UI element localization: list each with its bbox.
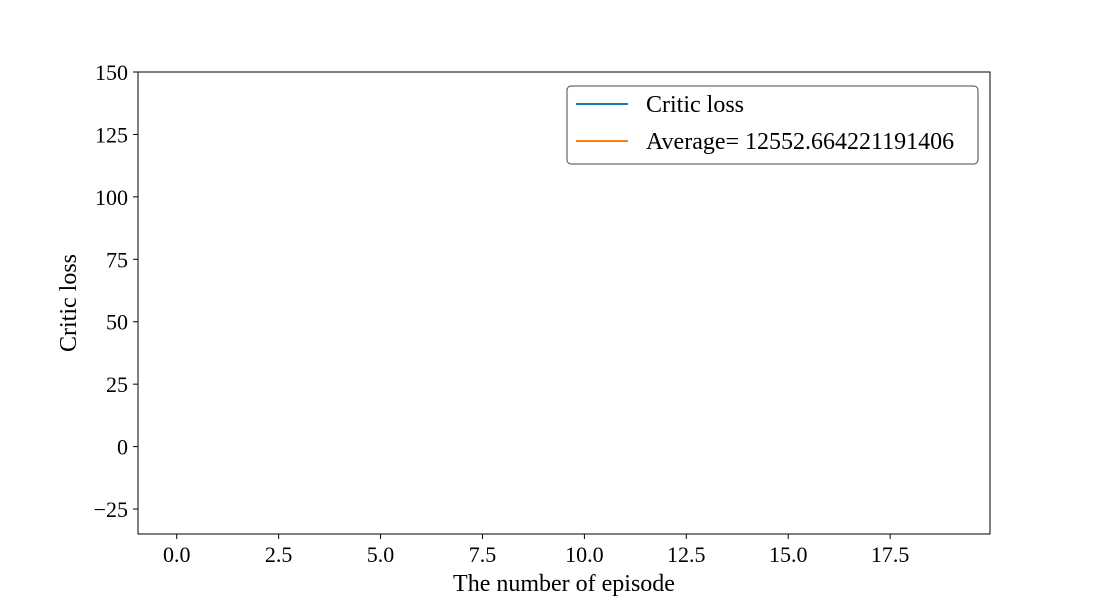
x-tick-label: 2.5 bbox=[265, 542, 293, 567]
x-tick-label: 0.0 bbox=[163, 542, 191, 567]
y-tick-label: 50 bbox=[106, 310, 128, 335]
axes-frame bbox=[137, 71, 991, 535]
y-tick-label: 75 bbox=[106, 247, 128, 272]
x-tick-label: 10.0 bbox=[565, 542, 604, 567]
y-tick-label: −25 bbox=[94, 497, 128, 522]
y-tick-label: 100 bbox=[95, 185, 128, 210]
y-axis: −25 0 25 50 75 100 125 150 bbox=[94, 60, 138, 522]
legend-frame bbox=[566, 85, 979, 165]
legend: Critic loss Average= 12552.664221191406 bbox=[566, 85, 979, 165]
x-tick-label: 15.0 bbox=[769, 542, 808, 567]
legend-label-average: Average= 12552.664221191406 bbox=[646, 129, 954, 155]
y-tick-label: 125 bbox=[95, 122, 128, 147]
y-tick-label: 150 bbox=[95, 60, 128, 85]
x-axis: 0.0 2.5 5.0 7.5 10.0 12.5 15.0 17.5 bbox=[163, 534, 909, 567]
y-tick-label: 0 bbox=[117, 435, 128, 460]
x-tick-label: 17.5 bbox=[871, 542, 910, 567]
x-tick-label: 7.5 bbox=[469, 542, 497, 567]
x-tick-label: 12.5 bbox=[667, 542, 706, 567]
legend-label-critic-loss: Critic loss bbox=[646, 92, 744, 118]
y-axis-label: Critic loss bbox=[56, 254, 82, 352]
x-tick-label: 5.0 bbox=[367, 542, 395, 567]
y-tick-label: 25 bbox=[106, 372, 128, 397]
x-axis-label: The number of episode bbox=[453, 571, 675, 597]
